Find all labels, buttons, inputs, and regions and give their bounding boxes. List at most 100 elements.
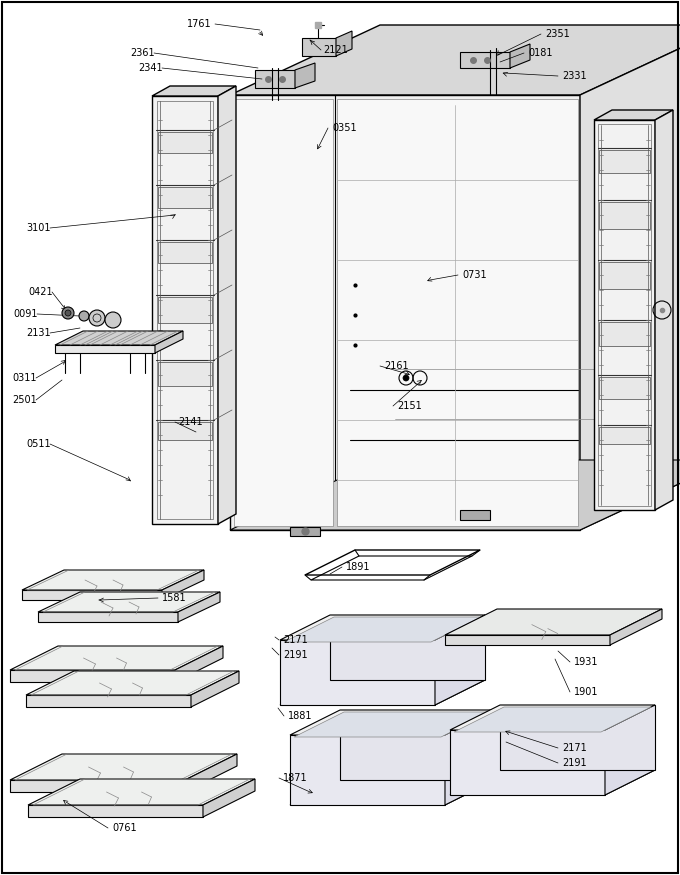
Polygon shape	[175, 646, 223, 682]
Polygon shape	[340, 710, 495, 780]
Polygon shape	[594, 110, 673, 120]
Polygon shape	[290, 527, 320, 536]
Polygon shape	[203, 779, 255, 817]
Text: 2351: 2351	[545, 29, 570, 39]
Circle shape	[89, 310, 105, 326]
Polygon shape	[191, 671, 239, 707]
Polygon shape	[185, 754, 237, 792]
Polygon shape	[158, 187, 212, 208]
Polygon shape	[158, 422, 212, 440]
Text: 2191: 2191	[283, 650, 307, 660]
Polygon shape	[22, 570, 204, 590]
Text: 2141: 2141	[178, 417, 203, 427]
Text: 2501: 2501	[12, 395, 37, 405]
Text: 1871: 1871	[283, 773, 307, 783]
Polygon shape	[158, 297, 212, 323]
Polygon shape	[655, 110, 673, 510]
Polygon shape	[158, 242, 212, 263]
Text: 2171: 2171	[562, 743, 587, 753]
Circle shape	[65, 310, 71, 316]
Polygon shape	[230, 25, 680, 95]
Text: 0351: 0351	[332, 123, 356, 133]
Polygon shape	[152, 96, 218, 524]
Polygon shape	[445, 609, 662, 635]
Text: 2161: 2161	[384, 361, 409, 371]
Text: 0761: 0761	[112, 823, 137, 833]
Polygon shape	[599, 262, 650, 289]
Polygon shape	[302, 38, 336, 56]
Polygon shape	[38, 592, 220, 612]
Polygon shape	[500, 705, 655, 770]
Polygon shape	[10, 754, 237, 780]
Text: 0731: 0731	[462, 270, 487, 280]
Text: 1901: 1901	[574, 687, 598, 697]
Polygon shape	[10, 670, 175, 682]
Text: 1581: 1581	[162, 593, 186, 603]
Polygon shape	[38, 612, 178, 622]
Text: 3101: 3101	[26, 223, 50, 233]
Text: 1881: 1881	[288, 711, 313, 721]
Polygon shape	[280, 680, 485, 705]
Polygon shape	[290, 735, 445, 805]
Text: 2131: 2131	[26, 328, 50, 338]
Text: 2191: 2191	[562, 758, 587, 768]
Polygon shape	[230, 460, 680, 530]
Polygon shape	[162, 570, 204, 600]
Text: 1891: 1891	[346, 562, 371, 572]
Polygon shape	[599, 202, 650, 228]
Text: 0091: 0091	[13, 309, 37, 319]
Polygon shape	[22, 590, 162, 600]
Polygon shape	[460, 52, 510, 68]
Polygon shape	[280, 640, 435, 705]
Polygon shape	[230, 95, 580, 530]
Polygon shape	[28, 779, 255, 805]
Circle shape	[403, 375, 409, 381]
Polygon shape	[290, 780, 495, 805]
Polygon shape	[178, 592, 220, 622]
Polygon shape	[336, 31, 352, 56]
Polygon shape	[599, 322, 650, 346]
Polygon shape	[10, 646, 223, 670]
Polygon shape	[337, 99, 578, 526]
Polygon shape	[580, 25, 680, 530]
Polygon shape	[55, 331, 183, 345]
Text: 2361: 2361	[130, 48, 154, 58]
Text: 2341: 2341	[138, 63, 163, 73]
Polygon shape	[445, 710, 495, 805]
Text: 2171: 2171	[283, 635, 308, 645]
Text: 0511: 0511	[26, 439, 50, 449]
Circle shape	[79, 311, 89, 321]
Polygon shape	[284, 617, 481, 642]
Polygon shape	[450, 730, 605, 795]
Polygon shape	[330, 615, 485, 680]
Polygon shape	[435, 615, 485, 705]
Text: 0311: 0311	[12, 373, 37, 383]
Text: 0421: 0421	[28, 287, 52, 297]
Polygon shape	[295, 63, 315, 88]
Polygon shape	[599, 377, 650, 398]
Polygon shape	[460, 510, 490, 520]
Polygon shape	[234, 99, 333, 526]
Polygon shape	[594, 120, 655, 510]
Text: 1931: 1931	[574, 657, 598, 667]
Polygon shape	[26, 695, 191, 707]
Polygon shape	[218, 86, 236, 524]
Polygon shape	[610, 609, 662, 645]
Polygon shape	[255, 70, 295, 88]
Polygon shape	[450, 770, 655, 795]
Polygon shape	[10, 780, 185, 792]
Polygon shape	[294, 712, 491, 737]
Polygon shape	[599, 427, 650, 444]
Text: 2151: 2151	[397, 401, 422, 411]
Polygon shape	[454, 707, 651, 732]
Polygon shape	[510, 44, 530, 68]
Polygon shape	[26, 671, 239, 695]
Text: 1761: 1761	[188, 19, 212, 29]
Polygon shape	[158, 362, 212, 386]
Text: 2331: 2331	[562, 71, 587, 81]
Text: 0181: 0181	[528, 48, 552, 58]
Polygon shape	[55, 345, 155, 353]
Polygon shape	[445, 635, 610, 645]
Polygon shape	[599, 150, 650, 172]
Polygon shape	[155, 331, 183, 353]
